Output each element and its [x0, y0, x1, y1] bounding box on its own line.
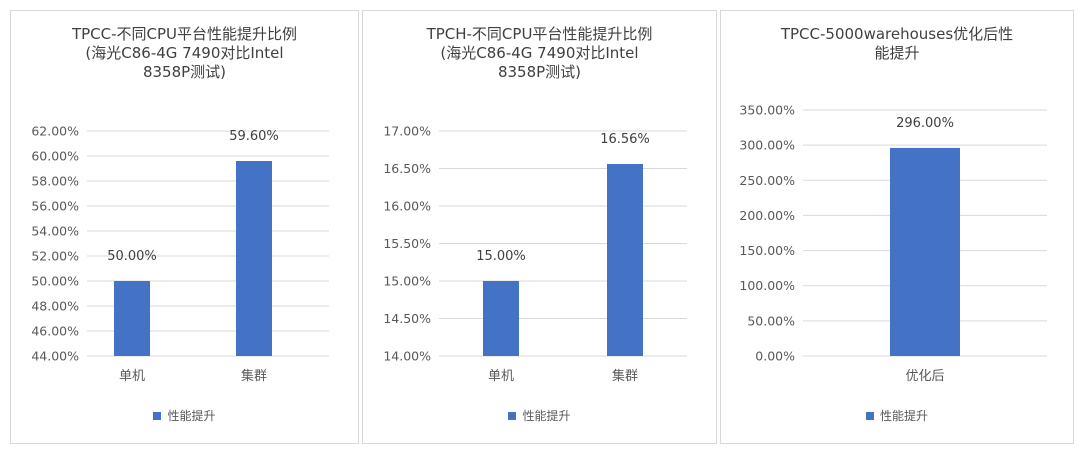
chart-title: TPCH-不同CPU平台性能提升比例 (海光C86-4G 7490对比Intel… [426, 25, 653, 81]
x-category-label: 集群 [612, 368, 638, 384]
x-category-label: 优化后 [905, 369, 944, 384]
chart-legend: 性能提升 [721, 407, 1073, 424]
bar [483, 281, 519, 356]
y-tick-label: 48.00% [31, 299, 79, 314]
y-tick-label: 46.00% [31, 324, 79, 339]
y-tick-label: 15.50% [383, 236, 431, 251]
chart-legend: 性能提升 [11, 407, 358, 424]
y-tick-label: 250.00% [739, 173, 795, 188]
y-tick-label: 15.00% [383, 274, 431, 289]
data-label: 296.00% [896, 116, 954, 131]
chart-legend: 性能提升 [363, 407, 716, 424]
y-tick-label: 14.50% [383, 311, 431, 326]
y-tick-label: 52.00% [31, 249, 79, 264]
y-tick-label: 56.00% [31, 199, 79, 214]
legend-swatch [508, 412, 517, 420]
y-tick-label: 44.00% [31, 349, 79, 364]
data-label: 16.56% [600, 132, 650, 147]
y-tick-label: 50.00% [747, 313, 795, 328]
y-tick-label: 60.00% [31, 149, 79, 164]
y-tick-label: 16.50% [383, 161, 431, 176]
legend-swatch [865, 412, 874, 420]
bar [114, 281, 150, 356]
y-tick-label: 16.00% [383, 199, 431, 214]
y-tick-label: 100.00% [739, 278, 795, 293]
chart-panel-tpch: TPCH-不同CPU平台性能提升比例 (海光C86-4G 7490对比Intel… [362, 10, 717, 444]
chart-plot: 44.00% 46.00% 48.00% 50.00% 52.00% 54.00% 56.0… [31, 124, 329, 384]
bar [890, 147, 960, 356]
legend-label: 性能提升 [167, 409, 216, 423]
chart-plot: 14.00% 14.50% 15.00% 15.50% 16.00% 16.50% 17.0… [383, 124, 687, 384]
y-tick-label: 58.00% [31, 174, 79, 189]
y-tick-label: 50.00% [31, 274, 79, 289]
bar [236, 161, 272, 356]
y-tick-label: 150.00% [739, 243, 795, 258]
y-tick-label: 17.00% [383, 124, 431, 139]
x-category-label: 单机 [119, 369, 145, 384]
y-tick-label: 350.00% [739, 103, 795, 118]
y-tick-label: 0.00% [755, 349, 795, 364]
legend-label: 性能提升 [522, 409, 571, 423]
data-label: 50.00% [107, 249, 157, 264]
chart-plot: 0.00% 50.00% 100.00% 150.00% 200.00% 250.00% 3… [739, 103, 1047, 384]
x-category-label: 单机 [488, 369, 514, 384]
legend-label: 性能提升 [879, 409, 928, 423]
bar [607, 164, 643, 356]
y-tick-label: 300.00% [739, 138, 795, 153]
data-label: 15.00% [476, 249, 526, 264]
chart-title: TPCC-5000warehouses优化后性 能提升 [780, 25, 1014, 62]
chart-panel-tpcc-5000: TPCC-5000warehouses优化后性 能提升 0.00% 50.00% 1… [720, 10, 1074, 444]
y-tick-label: 200.00% [739, 208, 795, 223]
chart-title: TPCC-不同CPU平台性能提升比例 (海光C86-4G 7490对比Intel… [71, 25, 298, 81]
x-category-label: 集群 [241, 368, 267, 384]
y-tick-label: 54.00% [31, 224, 79, 239]
y-tick-label: 14.00% [383, 349, 431, 364]
data-label: 59.60% [229, 129, 279, 144]
legend-swatch [153, 412, 162, 420]
chart-panel-tpcc: TPCC-不同CPU平台性能提升比例 (海光C86-4G 7490对比Intel… [10, 10, 359, 444]
y-tick-label: 62.00% [31, 124, 79, 139]
